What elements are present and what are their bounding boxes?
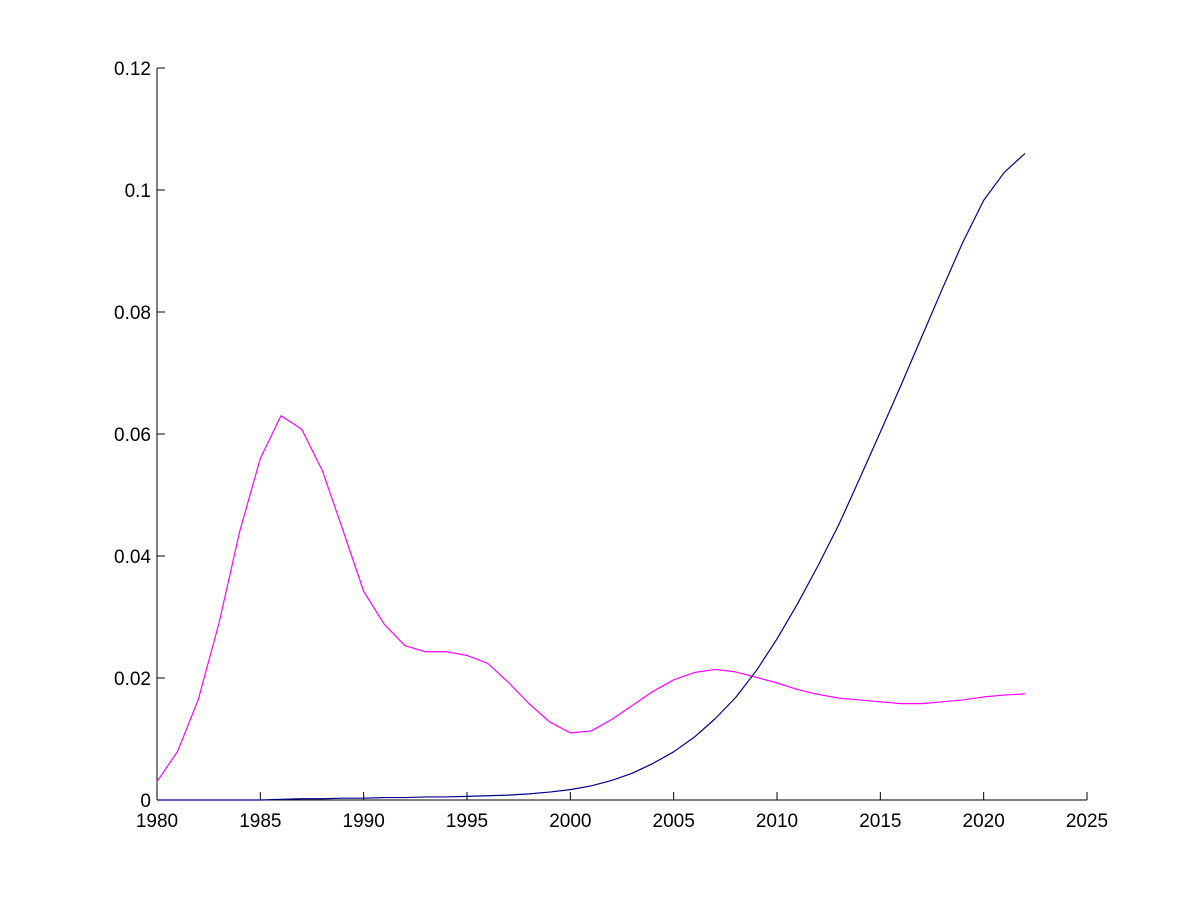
x-tick-label: 1990 bbox=[343, 811, 385, 832]
tick-labels: 1980 1985 1990 1995 2000 2005 2010 2015 2020 2025… bbox=[114, 59, 1108, 832]
y-tick-label: 0.02 bbox=[114, 669, 151, 690]
x-tick-label: 2000 bbox=[549, 811, 591, 832]
x-tick-label: 2010 bbox=[756, 811, 798, 832]
y-tick-label: 0.06 bbox=[114, 425, 151, 446]
x-tick-label: 2025 bbox=[1066, 811, 1108, 832]
x-tick-label: 1980 bbox=[136, 811, 178, 832]
y-tick-label: 0.08 bbox=[114, 303, 151, 324]
series-line-1 bbox=[156, 415, 1026, 783]
x-tick-label: 1995 bbox=[446, 811, 488, 832]
x-tick-label: 1985 bbox=[239, 811, 281, 832]
y-tick-label: 0.12 bbox=[114, 59, 151, 80]
axes bbox=[156, 67, 1088, 801]
x-tick-label: 2015 bbox=[859, 811, 901, 832]
x-tick-label: 2005 bbox=[653, 811, 695, 832]
y-tick-label: 0.1 bbox=[125, 181, 151, 202]
y-tick-label: 0.04 bbox=[114, 547, 151, 568]
y-tick-label: 0 bbox=[140, 791, 151, 812]
series-line-2 bbox=[157, 152, 1026, 801]
x-tick-label: 2020 bbox=[963, 811, 1005, 832]
series-group bbox=[156, 152, 1026, 801]
